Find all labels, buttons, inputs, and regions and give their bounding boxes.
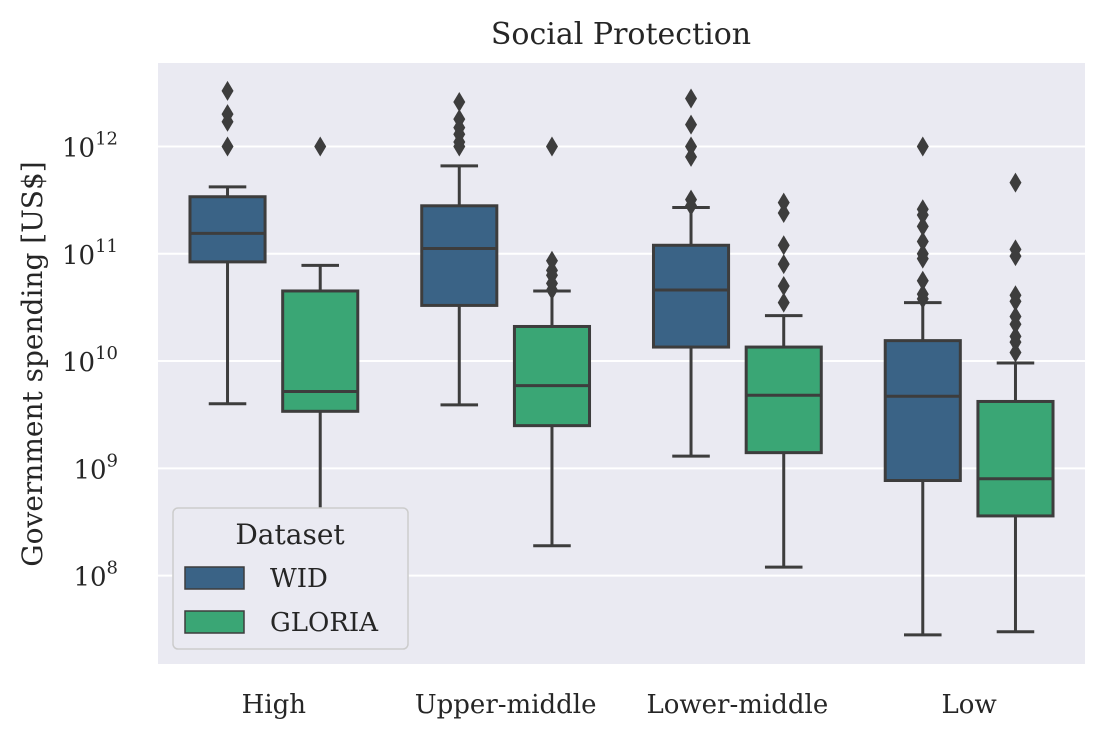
box-iqr — [512, 324, 592, 428]
y-tick-exponent: 9 — [107, 450, 118, 471]
legend: Dataset WID GLORIA — [172, 507, 409, 650]
outlier-point — [916, 136, 929, 157]
outlier-point — [916, 216, 929, 237]
outlier-point — [453, 91, 466, 112]
outlier-point — [777, 276, 790, 297]
y-tick-exponent: 11 — [95, 236, 118, 257]
outlier-point — [221, 80, 234, 101]
y-tick-label: 1012 — [62, 128, 118, 163]
box-gloria-low — [976, 172, 1055, 634]
outlier-point — [221, 104, 234, 125]
outlier-point — [777, 254, 790, 275]
y-tick-base: 10 — [62, 241, 95, 271]
box-iqr — [883, 339, 962, 483]
outlier-point — [777, 192, 790, 213]
y-tick-exponent: 8 — [107, 558, 118, 579]
box-iqr — [281, 289, 360, 413]
box-iqr — [420, 204, 499, 307]
x-tick-label: Lower-middle — [647, 690, 829, 720]
outlier-point — [545, 136, 558, 157]
legend-swatch-wid — [184, 566, 245, 590]
box-iqr — [976, 399, 1055, 518]
outlier-point — [545, 250, 558, 271]
box-gloria-lower-middle — [744, 192, 823, 569]
y-tick-exponent: 10 — [95, 343, 118, 364]
legend-label-gloria: GLORIA — [270, 608, 379, 638]
outlier-point — [777, 202, 790, 223]
outlier-point — [916, 284, 929, 305]
x-tick-labels: High Upper-middle Lower-middle Low — [242, 690, 997, 720]
legend-title: Dataset — [235, 518, 345, 551]
legend-swatch-gloria — [184, 610, 245, 634]
outlier-point — [453, 109, 466, 130]
x-tick-label: Low — [942, 690, 997, 720]
legend-label-wid: WID — [270, 564, 328, 594]
box-wid-low — [883, 136, 962, 637]
outlier-point — [777, 292, 790, 313]
outlier-point — [916, 270, 929, 291]
y-tick-label: 1010 — [62, 343, 118, 378]
box-wid-high — [188, 80, 267, 406]
box-gloria-upper-middle — [512, 136, 592, 548]
y-tick-base: 10 — [73, 455, 106, 485]
box-wid-upper-middle — [420, 91, 499, 407]
outlier-point — [685, 136, 698, 157]
outlier-point — [1009, 342, 1022, 363]
y-tick-label: 109 — [73, 450, 118, 485]
y-axis-label: Government spending [US$] — [16, 161, 49, 566]
y-tick-base: 10 — [73, 563, 106, 593]
y-tick-label: 108 — [73, 558, 118, 593]
outlier-point — [916, 231, 929, 252]
x-tick-label: High — [242, 690, 307, 720]
box-iqr — [651, 243, 731, 349]
x-tick-label: Upper-middle — [415, 690, 597, 720]
boxes-layer — [188, 80, 1055, 637]
outlier-point — [314, 136, 327, 157]
outlier-point — [685, 88, 698, 109]
outlier-point — [685, 114, 698, 135]
outlier-point — [1009, 285, 1022, 306]
outlier-point — [1009, 326, 1022, 347]
y-tick-base: 10 — [62, 133, 95, 163]
box-iqr — [744, 345, 823, 455]
chart-title: Social Protection — [491, 17, 751, 52]
y-tick-label: 1011 — [62, 236, 118, 271]
outlier-point — [685, 146, 698, 167]
outlier-point — [1009, 306, 1022, 327]
box-wid-lower-middle — [651, 88, 731, 458]
box-iqr — [188, 195, 267, 264]
outlier-point — [916, 199, 929, 220]
box-gloria-high — [281, 136, 360, 545]
outlier-point — [916, 243, 929, 264]
outlier-point — [1009, 172, 1022, 193]
outlier-point — [1009, 239, 1022, 260]
outlier-point — [221, 136, 234, 157]
outlier-point — [685, 189, 698, 210]
y-tick-exponent: 12 — [95, 128, 118, 149]
y-tick-base: 10 — [62, 348, 95, 378]
outlier-point — [777, 235, 790, 256]
